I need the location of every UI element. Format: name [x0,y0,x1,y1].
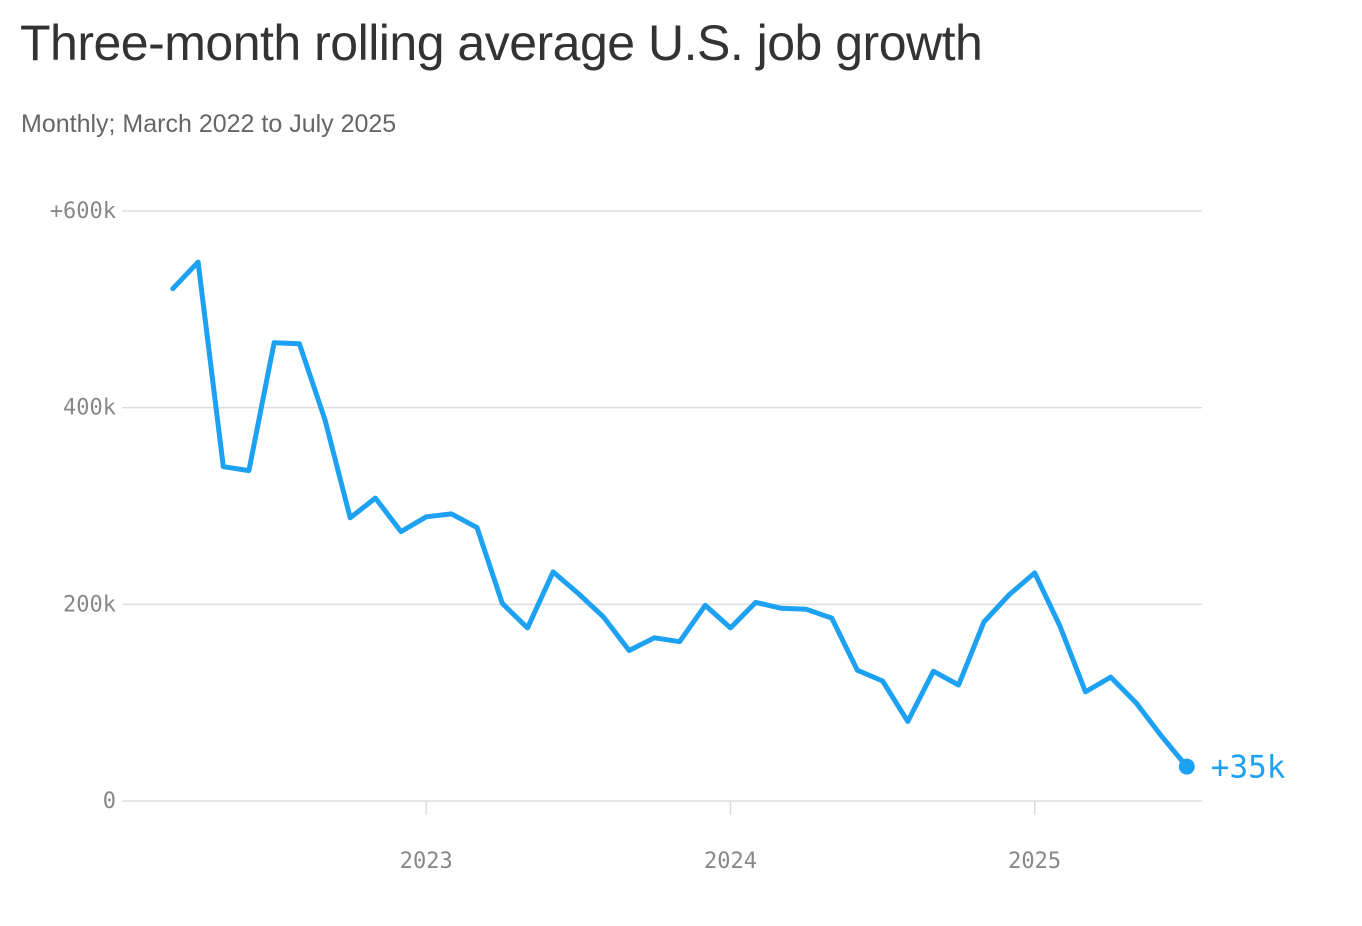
x-axis-ticks: 2023 2024 2025 [400,801,1061,874]
series-line [170,259,1190,770]
x-tick-label: 2025 [1008,849,1061,874]
end-value-label: +35k [1211,750,1286,786]
y-tick-label: +600k [50,199,116,224]
end-point-marker [1178,758,1195,775]
y-axis-ticks: +600k 400k 200k 0 [50,199,116,814]
chart-title: Three-month rolling average U.S. job gro… [20,15,983,71]
x-tick-label: 2023 [400,849,453,874]
gridlines [122,210,1202,802]
series-layer: +35k [170,259,1286,786]
x-tick-label: 2024 [704,849,757,874]
y-tick-label: 0 [103,789,116,814]
y-tick-label: 400k [63,396,116,421]
chart-subtitle: Monthly; March 2022 to July 2025 [21,110,397,138]
y-tick-label: 200k [63,592,116,617]
